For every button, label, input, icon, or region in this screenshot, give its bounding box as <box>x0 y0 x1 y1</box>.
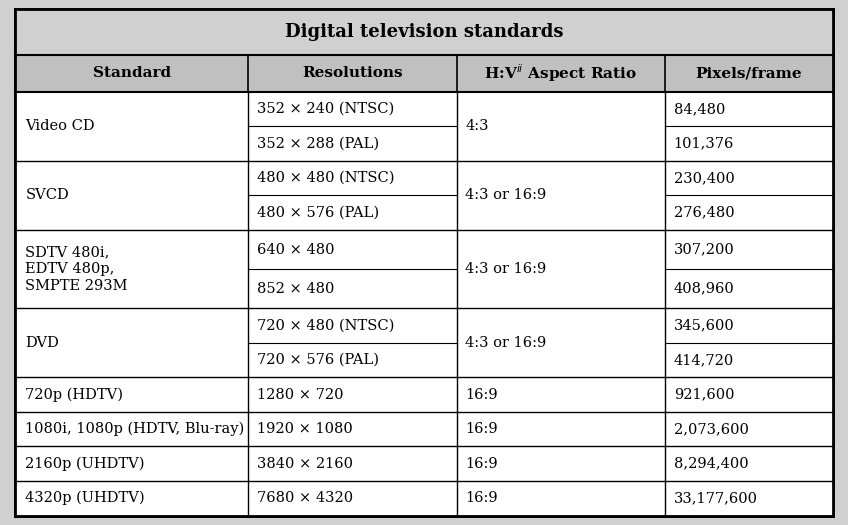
Text: 101,376: 101,376 <box>673 136 734 151</box>
Text: 480 × 576 (PAL): 480 × 576 (PAL) <box>257 206 379 219</box>
Text: Standard: Standard <box>92 67 170 80</box>
Text: 16:9: 16:9 <box>466 457 498 471</box>
Text: 7680 × 4320: 7680 × 4320 <box>257 491 353 505</box>
Text: Resolutions: Resolutions <box>302 67 403 80</box>
Text: SDTV 480i,
EDTV 480p,
SMPTE 293M: SDTV 480i, EDTV 480p, SMPTE 293M <box>25 245 128 293</box>
Text: 84,480: 84,480 <box>673 102 725 116</box>
Text: 4:3 or 16:9: 4:3 or 16:9 <box>466 188 546 203</box>
Text: 307,200: 307,200 <box>673 243 734 257</box>
Text: SVCD: SVCD <box>25 188 70 203</box>
Bar <box>15 308 833 377</box>
Text: 480 × 480 (NTSC): 480 × 480 (NTSC) <box>257 171 394 185</box>
Text: 852 × 480: 852 × 480 <box>257 282 334 296</box>
Text: H:V$^{ii}$ Aspect Ratio: H:V$^{ii}$ Aspect Ratio <box>484 62 638 85</box>
Text: 720 × 576 (PAL): 720 × 576 (PAL) <box>257 353 379 367</box>
Text: 16:9: 16:9 <box>466 491 498 505</box>
Text: DVD: DVD <box>25 336 59 350</box>
Bar <box>15 9 833 55</box>
Text: Video CD: Video CD <box>25 119 95 133</box>
Text: 1280 × 720: 1280 × 720 <box>257 387 343 402</box>
Text: 1080i, 1080p (HDTV, Blu-ray): 1080i, 1080p (HDTV, Blu-ray) <box>25 422 245 436</box>
Bar <box>15 412 833 446</box>
Text: 230,400: 230,400 <box>673 171 734 185</box>
Bar <box>15 55 833 92</box>
Text: 720p (HDTV): 720p (HDTV) <box>25 387 124 402</box>
Text: 2,073,600: 2,073,600 <box>673 422 749 436</box>
Text: 4320p (UHDTV): 4320p (UHDTV) <box>25 491 145 506</box>
Text: Pixels/frame: Pixels/frame <box>695 67 802 80</box>
Text: 4:3: 4:3 <box>466 119 488 133</box>
Text: 4:3 or 16:9: 4:3 or 16:9 <box>466 336 546 350</box>
Text: 1920 × 1080: 1920 × 1080 <box>257 422 353 436</box>
Text: 720 × 480 (NTSC): 720 × 480 (NTSC) <box>257 319 394 332</box>
Text: 352 × 240 (NTSC): 352 × 240 (NTSC) <box>257 102 394 116</box>
Text: 640 × 480: 640 × 480 <box>257 243 334 257</box>
Text: 414,720: 414,720 <box>673 353 734 367</box>
Text: 408,960: 408,960 <box>673 282 734 296</box>
Bar <box>15 161 833 230</box>
Text: 3840 × 2160: 3840 × 2160 <box>257 457 353 471</box>
Text: 352 × 288 (PAL): 352 × 288 (PAL) <box>257 136 379 151</box>
Text: 16:9: 16:9 <box>466 387 498 402</box>
Text: 921,600: 921,600 <box>673 387 734 402</box>
Text: 2160p (UHDTV): 2160p (UHDTV) <box>25 457 145 471</box>
Text: 4:3 or 16:9: 4:3 or 16:9 <box>466 262 546 276</box>
Bar <box>15 92 833 161</box>
Text: 16:9: 16:9 <box>466 422 498 436</box>
Text: 276,480: 276,480 <box>673 206 734 219</box>
Text: 33,177,600: 33,177,600 <box>673 491 757 505</box>
Text: 8,294,400: 8,294,400 <box>673 457 748 471</box>
Text: 345,600: 345,600 <box>673 319 734 332</box>
Bar <box>15 230 833 308</box>
Bar <box>15 446 833 481</box>
Text: Digital television standards: Digital television standards <box>285 23 563 41</box>
Bar <box>15 481 833 516</box>
Bar <box>15 377 833 412</box>
